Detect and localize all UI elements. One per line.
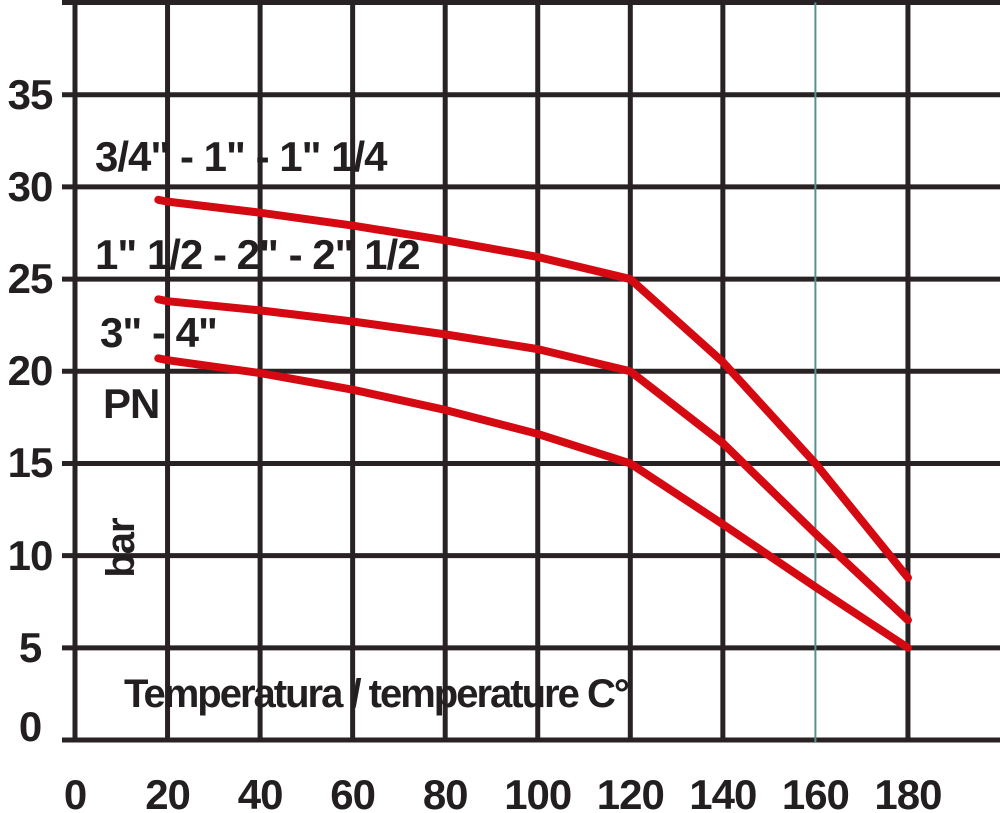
curve-0 — [154, 195, 912, 582]
series-label-medium-sizes: 1" 1/2 - 2" - 2" 1/2 — [95, 231, 421, 278]
y-tick-label-0: 0 — [18, 703, 42, 750]
x-tick-label-40: 40 — [237, 771, 284, 813]
x-tick-label-140: 140 — [689, 771, 757, 813]
y-tick-label-25: 25 — [7, 255, 54, 303]
y-tick-label-10: 10 — [7, 531, 54, 579]
x-tick-label-60: 60 — [330, 771, 376, 813]
y-tick-label-20: 20 — [7, 347, 54, 395]
x-tick-label-120: 120 — [596, 771, 665, 813]
y-tick-label-5: 5 — [18, 623, 42, 671]
y-axis-label-pn: PN — [103, 380, 160, 427]
curve-2 — [154, 354, 912, 652]
x-tick-label-0: 0 — [63, 771, 87, 813]
x-tick-label-160: 160 — [781, 771, 850, 813]
y-tick-label-15: 15 — [7, 439, 54, 487]
x-tick-label-180: 180 — [874, 771, 942, 813]
series-label-large-sizes: 3" - 4" — [100, 309, 218, 356]
y-axis-unit-bar: bar — [99, 518, 143, 578]
x-tick-label-100: 100 — [504, 771, 572, 813]
y-tick-label-30: 30 — [7, 162, 54, 210]
curve-1 — [154, 295, 912, 625]
x-axis-title: Temperatura / temperature C° — [124, 672, 630, 716]
y-tick-label-35: 35 — [7, 70, 54, 118]
x-tick-label-80: 80 — [422, 771, 469, 813]
x-tick-label-20: 20 — [145, 771, 191, 813]
series-label-small-sizes: 3/4" - 1" - 1" 1/4 — [95, 133, 388, 180]
